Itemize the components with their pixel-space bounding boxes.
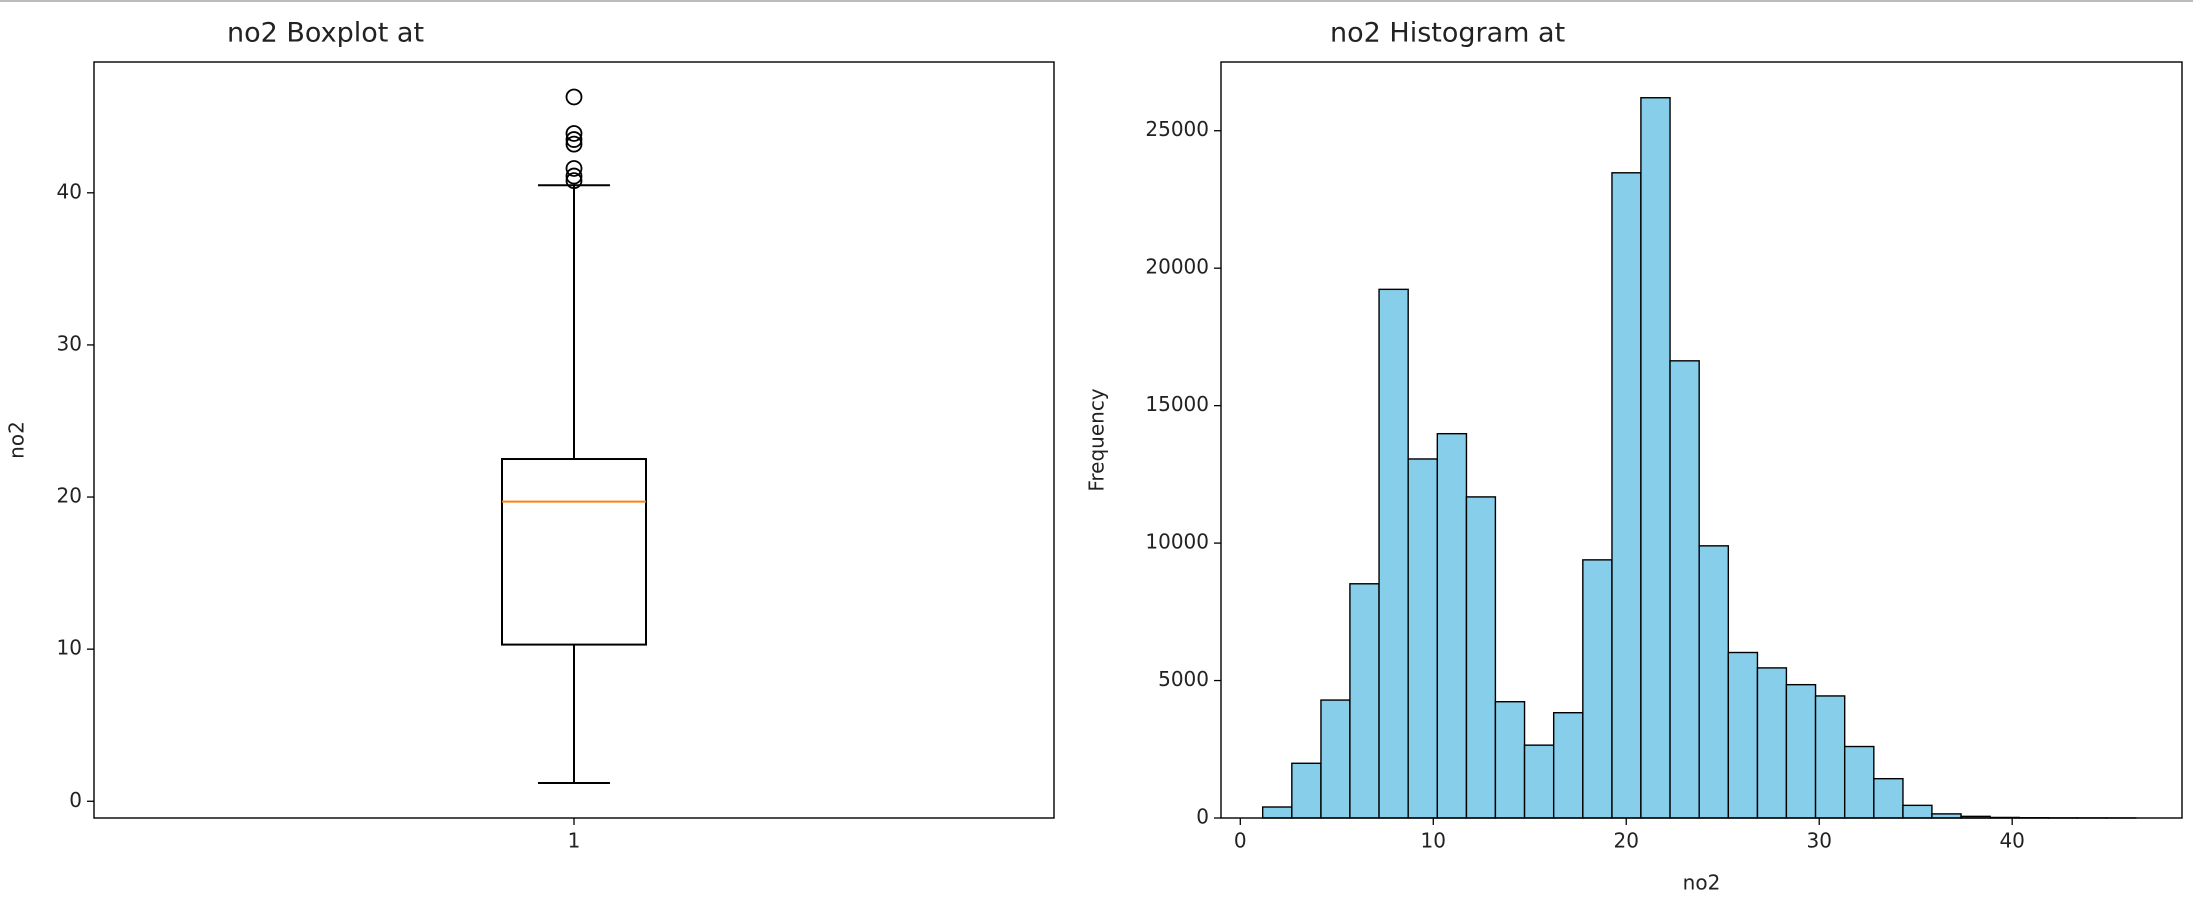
bar <box>1873 777 1904 819</box>
chart-title: no2 Histogram at <box>1330 18 1565 49</box>
bar <box>1320 699 1351 819</box>
axes-frame <box>1220 61 2183 819</box>
y-tick-label: 40 <box>57 179 82 203</box>
x-axis-label: no2 <box>1683 871 1721 895</box>
bar <box>1640 97 1671 819</box>
outlier <box>565 131 583 148</box>
bar <box>1698 545 1730 819</box>
axes-frame <box>93 61 1055 819</box>
box <box>501 458 647 646</box>
bar <box>1727 651 1759 819</box>
bar <box>1669 360 1700 819</box>
y-tick-label: 25000 <box>1145 117 1209 141</box>
x-tick-label: 10 <box>1421 829 1446 853</box>
x-tick-label: 1 <box>568 829 581 853</box>
y-tick-label: 10000 <box>1145 530 1209 554</box>
y-tick-label: 30 <box>57 331 82 355</box>
bar <box>1902 804 1933 819</box>
bar <box>1552 712 1584 819</box>
chart-title: no2 Boxplot at <box>227 18 424 49</box>
outlier <box>565 160 583 177</box>
x-tick-label: 30 <box>1806 829 1831 853</box>
y-axis-label: Frequency <box>1085 388 1109 491</box>
bar <box>1349 583 1380 819</box>
bar <box>1523 744 1555 819</box>
outlier <box>565 88 583 106</box>
bar <box>1494 701 1526 819</box>
y-tick-label: 0 <box>69 788 82 812</box>
bar <box>1465 496 1497 819</box>
bar <box>1611 172 1642 819</box>
bar <box>1261 806 1293 819</box>
x-tick-label: 20 <box>1614 829 1639 853</box>
outlier <box>565 167 583 185</box>
y-tick-label: 20000 <box>1145 255 1209 279</box>
outlier <box>565 135 583 153</box>
bar <box>1756 667 1788 819</box>
y-tick-label: 0 <box>1196 805 1209 829</box>
bar <box>1843 745 1875 819</box>
y-tick-label: 20 <box>57 484 82 508</box>
bar <box>1407 458 1439 819</box>
x-tick-label: 0 <box>1234 829 1247 853</box>
y-axis-label: no2 <box>5 421 29 459</box>
y-tick-label: 10 <box>57 636 82 660</box>
y-tick-label: 5000 <box>1158 667 1209 691</box>
x-tick-label: 40 <box>1999 829 2024 853</box>
bar <box>1291 762 1322 819</box>
outlier <box>565 172 583 190</box>
bar <box>1785 683 1817 819</box>
bar <box>1378 288 1409 819</box>
outlier <box>565 125 583 142</box>
bar <box>1436 432 1468 819</box>
bar <box>1814 695 1846 819</box>
bar <box>1582 559 1613 819</box>
y-tick-label: 15000 <box>1145 392 1209 416</box>
